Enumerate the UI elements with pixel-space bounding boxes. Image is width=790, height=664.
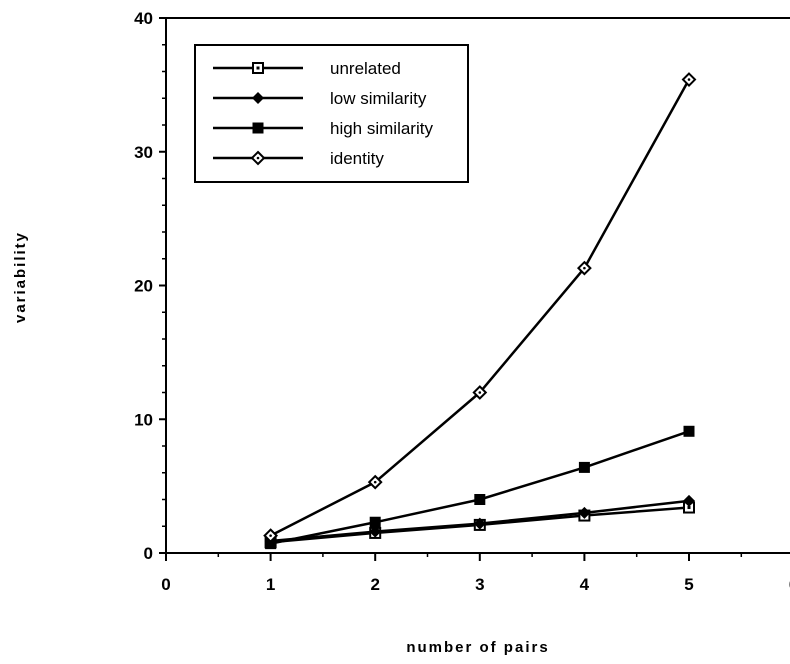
open-diamond-marker-center [687, 78, 691, 81]
series-group [263, 72, 697, 550]
filled-square-marker [265, 538, 277, 550]
y-tick-label: 10 [134, 410, 153, 429]
legend-item: high similarity [213, 119, 433, 138]
legend-item: unrelated [213, 59, 401, 78]
x-tick-label: 0 [161, 575, 170, 594]
legend-item: identity [213, 149, 384, 168]
axes: 0 10 20 30 40 0 1 2 3 4 5 6 [134, 9, 790, 594]
y-tick-label: 0 [144, 544, 153, 563]
legend-label: high similarity [330, 119, 433, 138]
filled-diamond-marker [369, 525, 382, 538]
x-tick-label: 3 [475, 575, 484, 594]
filled-square-marker [252, 122, 264, 134]
filled-diamond-marker [683, 494, 695, 507]
x-tick-label: 6 [789, 575, 790, 594]
y-tick-label: 20 [134, 277, 153, 296]
series-identity [263, 72, 697, 544]
legend-item: low similarity [213, 89, 427, 108]
x-tick-label: 5 [684, 575, 693, 594]
open-diamond-marker-center [269, 534, 272, 537]
filled-diamond-marker [252, 92, 264, 104]
x-axis-title: number of pairs [406, 639, 549, 656]
legend: unrelated low similarity high similarity id… [194, 44, 469, 183]
filled-diamond-marker [473, 517, 486, 530]
series-high-similarity [265, 425, 695, 550]
open-square-marker-center [687, 506, 691, 510]
y-tick-label: 40 [134, 9, 153, 28]
open-diamond-marker-center [478, 391, 482, 394]
open-diamond-marker-center [256, 156, 260, 160]
x-tick-label: 1 [266, 575, 275, 594]
filled-square-marker [369, 516, 381, 528]
y-tick-label: 30 [134, 143, 153, 162]
x-tick-label: 4 [580, 575, 590, 594]
x-tick-label: 2 [370, 575, 379, 594]
open-diamond-marker-center [583, 266, 586, 270]
legend-label: low similarity [330, 89, 427, 108]
open-square-marker-center [256, 66, 260, 70]
filled-square-marker [474, 494, 486, 505]
series-low-similarity [264, 494, 695, 547]
filled-square-marker [578, 461, 590, 473]
filled-square-marker [683, 425, 695, 437]
filled-diamond-marker [578, 506, 591, 519]
y-axis-title: variability [12, 231, 29, 323]
open-diamond-marker-center [373, 480, 377, 484]
legend-label: identity [330, 149, 384, 168]
legend-label: unrelated [330, 59, 401, 78]
